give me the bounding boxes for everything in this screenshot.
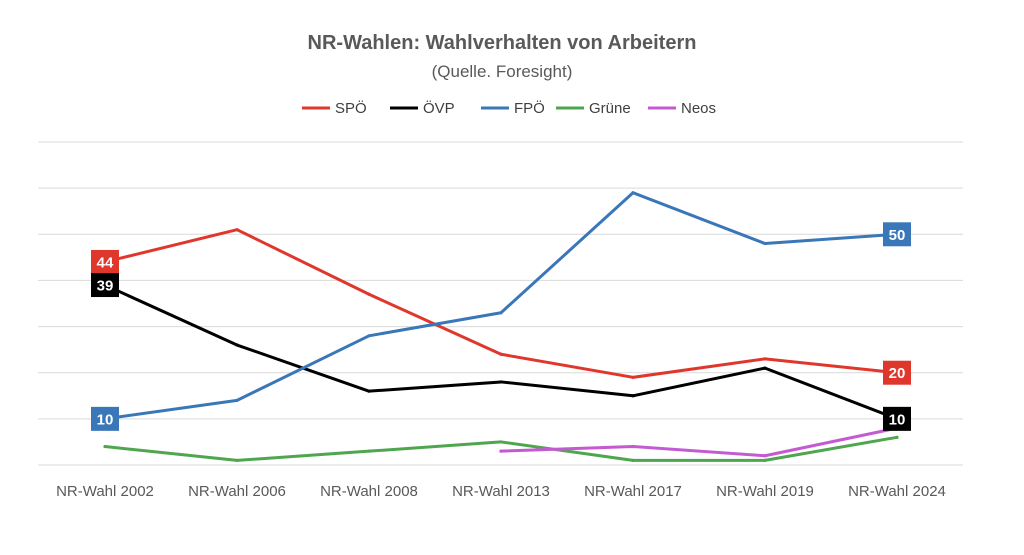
data-label-oevp: 39 xyxy=(91,273,119,298)
data-point-gruene xyxy=(235,458,239,462)
data-labels: 44 20 39 10 10 50 xyxy=(91,222,911,431)
data-point-fpoe xyxy=(763,241,767,246)
x-tick-label: NR-Wahl 2017 xyxy=(584,483,682,500)
data-point-oevp xyxy=(235,343,239,347)
x-axis-tick-labels: NR-Wahl 2002 NR-Wahl 2006 NR-Wahl 2008 NR-W… xyxy=(56,483,946,500)
data-label-box xyxy=(883,360,911,385)
data-point-gruene xyxy=(367,449,371,453)
x-tick-label: NR-Wahl 2013 xyxy=(452,483,550,500)
legend-item-spoe: SPÖ xyxy=(302,99,367,117)
data-point-gruene xyxy=(895,435,899,439)
legend-label: SPÖ xyxy=(335,99,367,117)
data-label-text: 10 xyxy=(97,411,114,428)
data-label-fpoe: 50 xyxy=(883,222,911,247)
data-point-oevp xyxy=(499,380,503,384)
data-label-text: 50 xyxy=(889,227,906,244)
series-lines xyxy=(103,191,899,462)
data-point-gruene xyxy=(103,444,107,449)
x-tick-label: NR-Wahl 2006 xyxy=(188,483,286,500)
data-label-text: 10 xyxy=(889,411,906,428)
data-point-neos xyxy=(763,454,767,458)
data-label-oevp: 10 xyxy=(883,406,911,431)
gridlines xyxy=(38,141,963,466)
data-point-gruene xyxy=(631,458,635,462)
data-point-spoe xyxy=(763,357,767,361)
data-label-text: 44 xyxy=(97,254,114,271)
chart-title: NR-Wahlen: Wahlverhalten von Arbeitern xyxy=(308,32,697,54)
data-point-neos xyxy=(499,449,503,453)
x-tick-label: NR-Wahl 2008 xyxy=(320,483,418,500)
data-point-oevp xyxy=(631,394,635,398)
legend-item-oevp: ÖVP xyxy=(390,99,455,117)
data-point-spoe xyxy=(235,228,239,232)
legend-label: FPÖ xyxy=(514,99,545,117)
data-label-box xyxy=(883,406,911,431)
data-point-fpoe xyxy=(235,398,239,402)
series-line-oevp xyxy=(103,283,899,421)
series-line-neos xyxy=(499,426,899,458)
data-point-fpoe xyxy=(499,311,503,315)
legend-label: ÖVP xyxy=(423,99,455,117)
legend: SPÖ ÖVP FPÖ Grüne Neos xyxy=(302,99,716,117)
legend-item-gruene: Grüne xyxy=(556,100,631,117)
data-label-text: 39 xyxy=(97,278,114,295)
data-label-spoe: 44 xyxy=(91,249,119,274)
data-point-spoe xyxy=(631,375,635,379)
data-point-spoe xyxy=(499,352,503,356)
data-point-fpoe xyxy=(631,191,635,195)
legend-item-neos: Neos xyxy=(648,100,716,117)
data-point-oevp xyxy=(763,366,767,370)
data-label-spoe: 20 xyxy=(883,360,911,385)
data-point-gruene xyxy=(763,458,767,462)
data-label-box xyxy=(91,406,119,431)
data-label-box xyxy=(91,249,119,274)
data-label-fpoe: 10 xyxy=(91,406,119,431)
x-tick-label: NR-Wahl 2019 xyxy=(716,483,814,500)
data-point-neos xyxy=(631,444,635,449)
data-point-spoe xyxy=(367,292,371,296)
legend-item-fpoe: FPÖ xyxy=(481,99,545,117)
data-point-oevp xyxy=(367,389,371,393)
legend-label: Neos xyxy=(681,100,716,117)
x-tick-label: NR-Wahl 2024 xyxy=(848,483,946,500)
series-line-fpoe xyxy=(103,191,899,421)
data-label-box xyxy=(91,273,119,298)
chart-subtitle: (Quelle. Foresight) xyxy=(432,62,573,81)
legend-label: Grüne xyxy=(589,100,631,117)
data-label-box xyxy=(883,222,911,247)
data-label-text: 20 xyxy=(889,365,906,382)
data-point-gruene xyxy=(499,440,503,444)
data-point-fpoe xyxy=(367,334,371,338)
x-tick-label: NR-Wahl 2002 xyxy=(56,483,154,500)
